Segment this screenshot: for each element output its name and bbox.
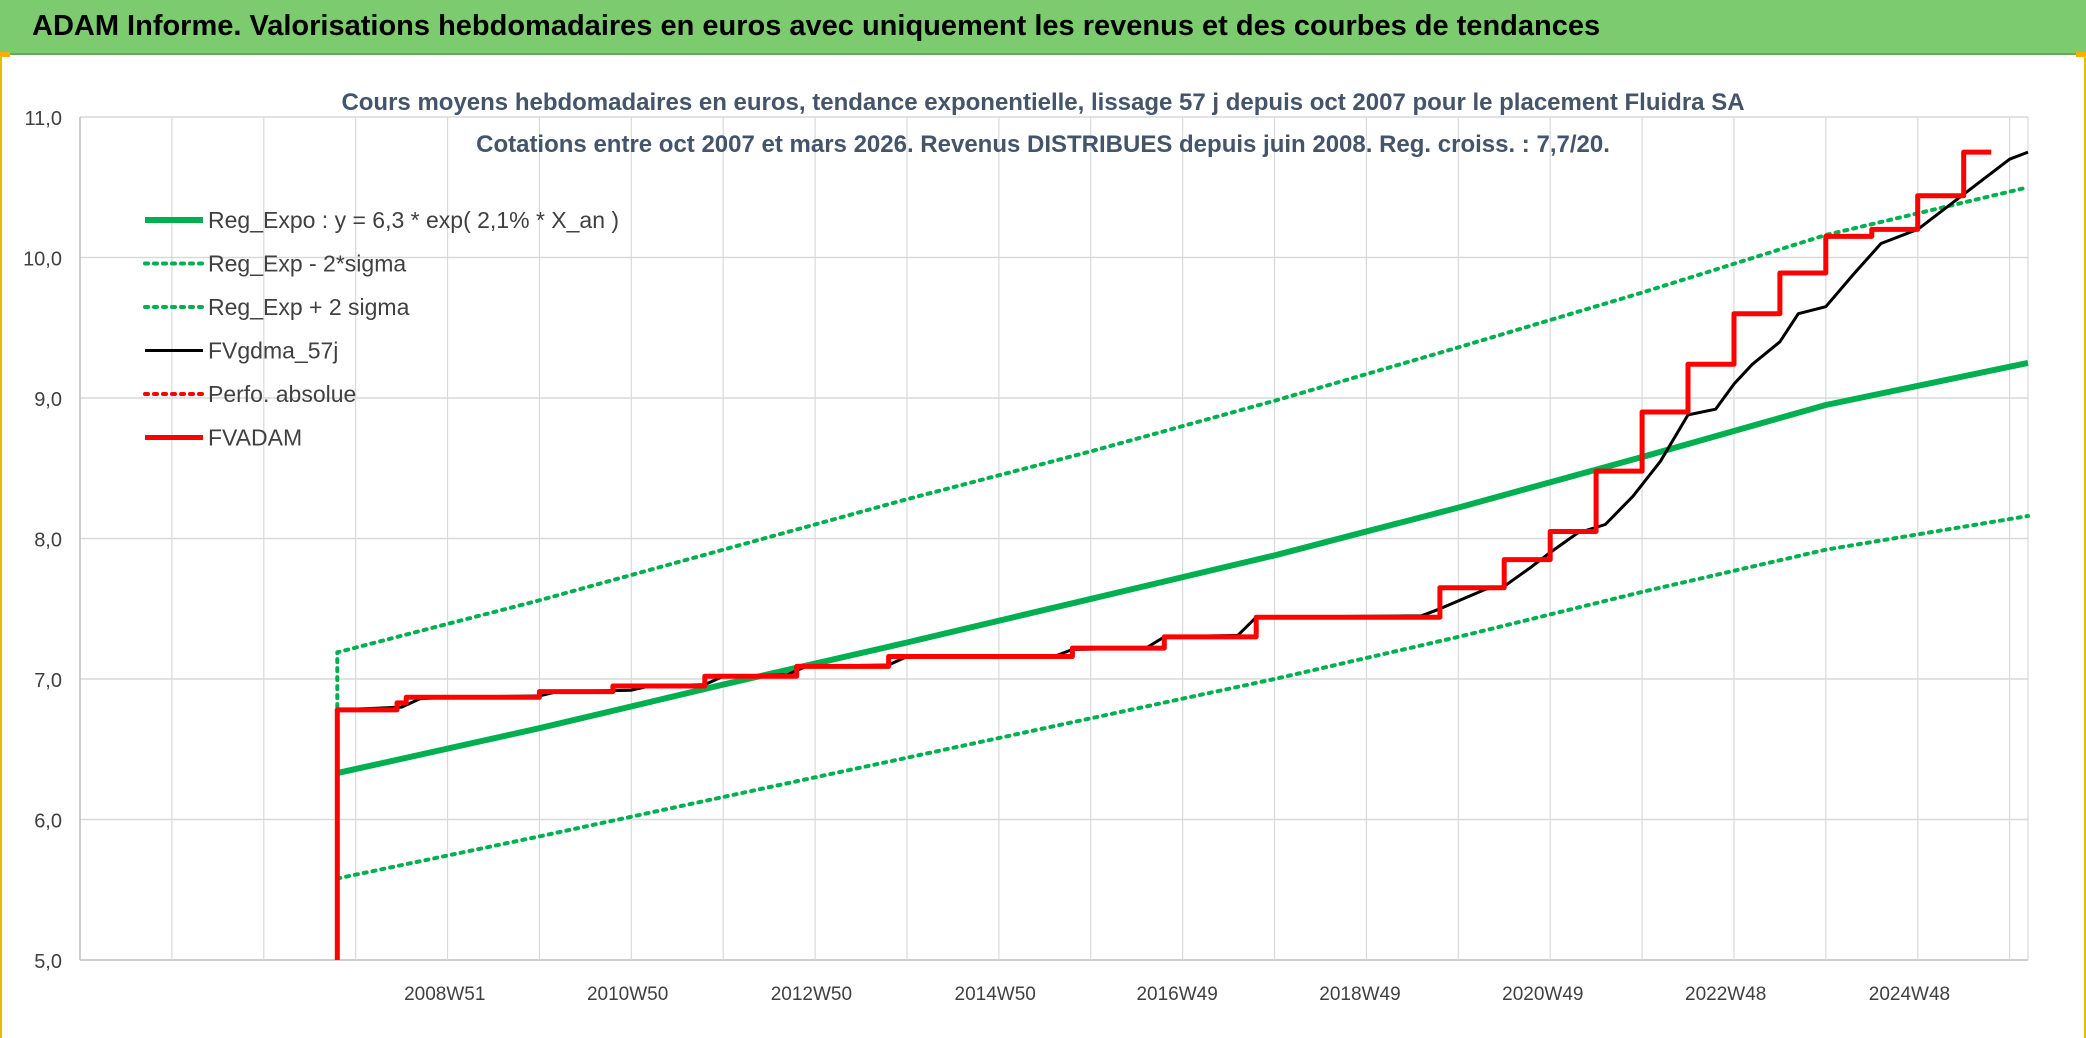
corner-mark [0, 52, 10, 57]
y-tick-label: 5,0 [34, 951, 62, 973]
legend-label: Perfo. absolue [208, 381, 356, 407]
x-tick-label: 2014W50 [955, 984, 1036, 1005]
legend-label: FVgdma_57j [208, 338, 338, 364]
x-tick-label: 2024W48 [1869, 984, 1950, 1005]
x-tick-label: 2010W50 [587, 984, 668, 1005]
report-header: ADAM Informe. Valorisations hebdomadaire… [0, 0, 2086, 55]
chart-subtitle: Cotations entre oct 2007 et mars 2026. R… [476, 131, 1610, 158]
y-tick-label: 8,0 [34, 530, 62, 552]
chart-title: Cours moyens hebdomadaires en euros, ten… [341, 89, 1744, 116]
grid [79, 116, 2029, 961]
legend-label: Reg_Expo : y = 6,3 * exp( 2,1% * X_an ) [208, 207, 619, 233]
corner-mark [2076, 52, 2086, 57]
legend: Reg_Expo : y = 6,3 * exp( 2,1% * X_an ) R… [143, 207, 619, 451]
legend-label: FVADAM [208, 425, 302, 451]
series-line-2 [335, 185, 2030, 710]
y-tick-label: 9,0 [34, 389, 62, 411]
chart-frame [0, 56, 2086, 1038]
x-tick-label: 2020W49 [1502, 984, 1583, 1005]
x-axis: 2008W51 2010W50 2012W50 2014W50 2016W49 2018W… [404, 984, 1950, 1005]
series-line-0 [336, 359, 2029, 777]
x-tick-label: 2018W49 [1319, 984, 1400, 1005]
x-tick-label: 2016W49 [1136, 984, 1217, 1005]
series-line-5 [334, 149, 1992, 960]
y-tick-label: 7,0 [34, 670, 62, 692]
legend-label: Reg_Exp - 2*sigma [208, 251, 406, 277]
report-title: ADAM Informe. Valorisations hebdomadaire… [32, 10, 1601, 42]
x-tick-label: 2012W50 [771, 984, 852, 1005]
legend-label: Reg_Exp + 2 sigma [208, 294, 410, 320]
y-axis: 5,0 6,0 7,0 8,0 9,0 10,0 11,0 [23, 108, 62, 973]
y-tick-label: 6,0 [34, 811, 62, 833]
y-tick-label: 11,0 [25, 108, 62, 130]
series-line-1 [335, 514, 2030, 881]
x-tick-label: 2008W51 [404, 984, 485, 1005]
x-tick-label: 2022W48 [1685, 984, 1766, 1005]
series [334, 149, 2030, 960]
y-tick-label: 10,0 [23, 249, 62, 271]
